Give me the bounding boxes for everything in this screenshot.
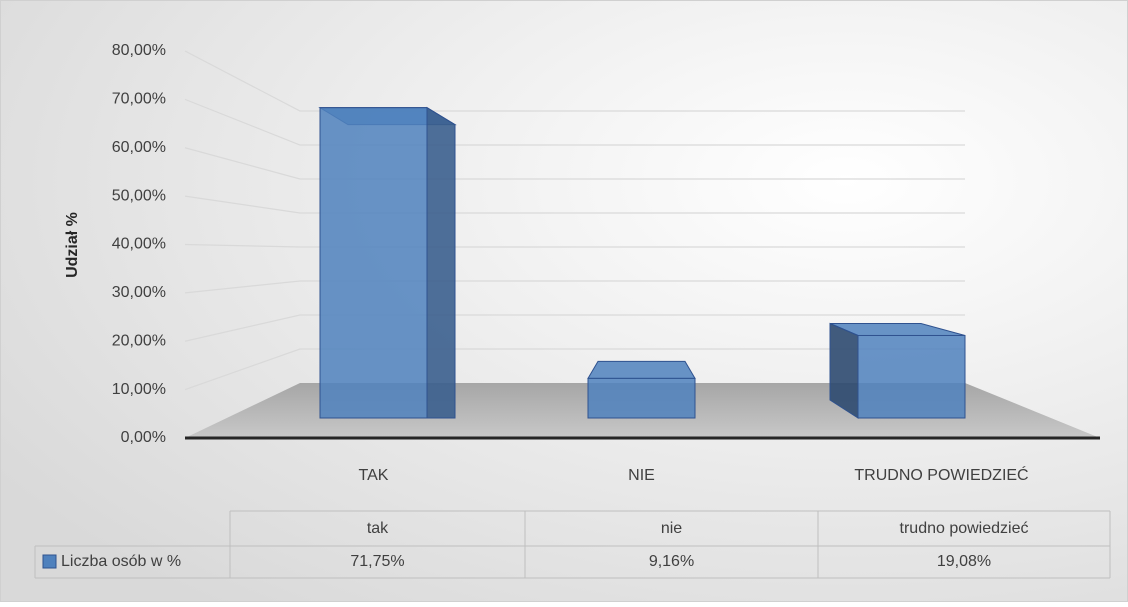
grid-line: [184, 195, 965, 214]
table-header: trudno powiedzieć: [900, 520, 1029, 537]
table-value: 71,75%: [350, 553, 404, 570]
x-tick-label: NIE: [628, 467, 655, 484]
table-value: 19,08%: [937, 553, 991, 570]
legend-key: [42, 554, 57, 569]
y-tick-label: 70,00%: [112, 91, 166, 108]
y-axis-label: Udział %: [64, 212, 81, 278]
bar: [829, 322, 966, 419]
grid-line: [184, 243, 965, 248]
y-tick-label: 20,00%: [112, 332, 166, 349]
grid-line: [184, 147, 965, 180]
grid-line: [184, 348, 965, 391]
grid-line: [184, 314, 965, 342]
bar-side: [426, 106, 456, 419]
y-tick-label: 40,00%: [112, 236, 166, 253]
y-tick-label: 0,00%: [121, 429, 166, 446]
table-value: 9,16%: [649, 553, 694, 570]
y-tick-label: 10,00%: [112, 381, 166, 398]
bar-front: [319, 107, 428, 419]
x-tick-label: TAK: [359, 467, 389, 484]
bar: [587, 360, 696, 419]
y-tick-label: 50,00%: [112, 187, 166, 204]
grid-line: [184, 50, 965, 112]
bar-front: [857, 334, 966, 419]
legend-label: Liczba osób w %: [61, 553, 181, 570]
table-header: nie: [661, 520, 682, 537]
grid-line: [184, 98, 965, 146]
bars: [318, 106, 966, 419]
bar-top: [587, 360, 696, 379]
y-tick-label: 80,00%: [112, 42, 166, 59]
grid-line: [184, 280, 965, 294]
y-tick-label: 30,00%: [112, 284, 166, 301]
x-tick-label: TRUDNO POWIEDZIEĆ: [854, 465, 1028, 484]
bar: [318, 106, 457, 419]
y-tick-label: 60,00%: [112, 139, 166, 156]
bar-front: [587, 377, 696, 419]
data-table: [34, 510, 1111, 579]
grid: [184, 50, 965, 391]
table-header: tak: [367, 520, 389, 537]
